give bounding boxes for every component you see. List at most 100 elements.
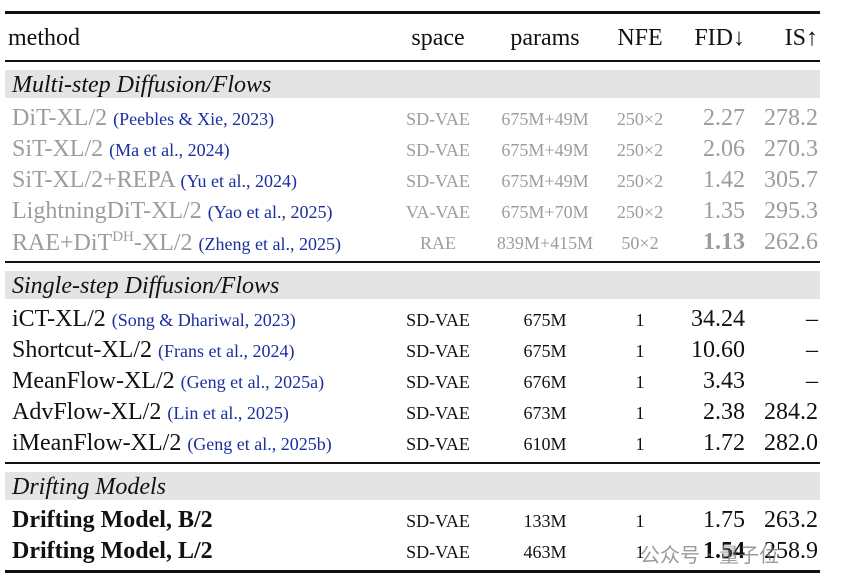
method-cell: SiT-XL/2+REPA (Yu et al., 2024) [12,168,297,192]
params-cell: 676M [523,372,567,392]
method-cell: MeanFlow-XL/2 (Geng et al., 2025a) [12,369,324,393]
params-cell: 673M [523,403,567,423]
nfe-cell: 1 [635,310,645,330]
space-cell: SD-VAE [406,372,470,392]
nfe-cell: 250×2 [616,202,664,222]
rule-line [5,462,820,464]
is-cell: 263.2 [764,507,818,533]
nfe-cell: 50×2 [621,233,659,253]
method-cell: LightningDiT-XL/2 (Yao et al., 2025) [12,199,332,223]
header-cell: params [510,25,580,51]
space-cell: SD-VAE [406,511,470,531]
method-name: RAE+DiT [12,230,113,256]
params-cell: 675M+49M [501,171,589,191]
method-sup: DH [112,229,134,245]
params-cell: 675M [523,310,567,330]
citation: (Song & Dhariwal, 2023) [111,310,296,330]
rule-line [5,60,820,62]
space-cell: VA-VAE [405,202,471,222]
fid-cell: 1.35 [703,198,745,224]
section-band [5,472,820,500]
method-cell: iCT-XL/2 (Song & Dhariwal, 2023) [12,307,296,331]
nfe-cell: 1 [635,511,645,531]
is-cell: – [806,368,818,394]
header-cell: method [8,25,80,51]
method-name: Drifting Model, B/2 [12,507,213,533]
method-name: iCT-XL/2 [12,306,106,332]
method-tail: -XL/2 [133,230,193,256]
method-name: SiT-XL/2 [12,136,104,162]
method-name: iMeanFlow-XL/2 [12,430,182,456]
header-cell: FID↓ [694,25,745,51]
method-cell: RAE+DiTDH-XL/2 (Zheng et al., 2025) [12,229,341,256]
nfe-cell: 250×2 [616,171,664,191]
params-cell: 675M+70M [501,202,589,222]
method-cell: iMeanFlow-XL/2 (Geng et al., 2025b) [12,431,332,455]
nfe-cell: 1 [635,372,645,392]
is-cell: 284.2 [764,399,818,425]
rule-line [5,570,820,573]
citation: (Geng et al., 2025a) [180,372,325,392]
nfe-cell: 1 [635,542,645,562]
space-cell: SD-VAE [406,341,470,361]
is-cell: 278.2 [764,105,818,131]
method-name: SiT-XL/2+REPA [12,167,175,193]
fid-cell: 2.06 [703,136,745,162]
fid-cell: 34.24 [691,306,745,332]
header-cell: NFE [617,25,663,51]
method-name: MeanFlow-XL/2 [12,368,175,394]
citation: (Lin et al., 2025) [167,403,289,423]
nfe-cell: 250×2 [616,140,664,160]
fid-cell: 1.42 [703,167,745,193]
citation: (Peebles & Xie, 2023) [113,109,275,129]
nfe-cell: 1 [635,403,645,423]
is-cell: – [806,306,818,332]
method-cell: SiT-XL/2 (Ma et al., 2024) [12,137,230,161]
is-cell: 258.9 [764,538,818,564]
space-cell: SD-VAE [406,403,470,423]
section-title: Single-step Diffusion/Flows [12,273,280,299]
citation: (Geng et al., 2025b) [187,434,332,454]
fid-cell: 1.13 [703,229,745,255]
space-cell: SD-VAE [406,171,470,191]
watermark: 公众号 · 量子位 [640,543,780,567]
section-title: Drifting Models [12,474,166,500]
method-name: Drifting Model, L/2 [12,538,213,564]
citation: (Frans et al., 2024) [157,341,295,361]
fid-cell: 2.27 [703,105,745,131]
citation: (Yu et al., 2024) [180,171,297,191]
params-cell: 610M [523,434,567,454]
citation: (Ma et al., 2024) [109,140,230,160]
params-cell: 839M+415M [496,233,594,253]
method-name: AdvFlow-XL/2 [12,399,162,425]
method-cell: Drifting Model, L/2 [12,539,213,563]
is-cell: – [806,337,818,363]
space-cell: SD-VAE [406,542,470,562]
space-cell: SD-VAE [406,109,470,129]
section-band [5,70,820,98]
is-cell: 262.6 [764,229,818,255]
is-cell: 270.3 [764,136,818,162]
rule-line [5,261,820,263]
nfe-cell: 250×2 [616,109,664,129]
is-cell: 305.7 [764,167,818,193]
header-cell: space [411,25,465,51]
method-name: DiT-XL/2 [12,105,108,131]
fid-cell: 3.43 [703,368,745,394]
nfe-cell: 1 [635,341,645,361]
space-cell: SD-VAE [406,434,470,454]
space-cell: RAE [420,233,456,253]
header-cell: IS↑ [784,25,818,51]
params-cell: 675M [523,341,567,361]
nfe-cell: 1 [635,434,645,454]
fid-cell: 1.72 [703,430,745,456]
is-cell: 295.3 [764,198,818,224]
method-name: LightningDiT-XL/2 [12,198,202,224]
section-band [5,271,820,299]
rule-line [5,11,820,14]
is-cell: 282.0 [764,430,818,456]
space-cell: SD-VAE [406,310,470,330]
fid-cell: 2.38 [703,399,745,425]
space-cell: SD-VAE [406,140,470,160]
